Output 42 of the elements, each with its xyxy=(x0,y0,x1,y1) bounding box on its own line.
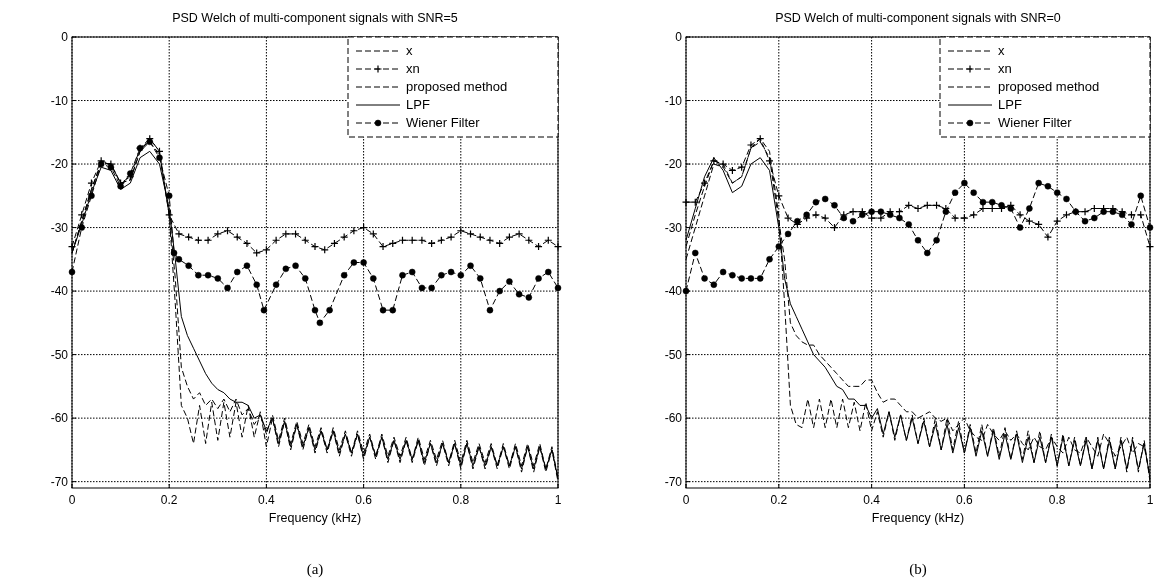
y-tick-label: -30 xyxy=(664,220,683,235)
chart-title: PSD Welch of multi-component signals with SNR=5 xyxy=(172,11,458,25)
chart-title: PSD Welch of multi-component signals with SNR=0 xyxy=(775,11,1061,25)
y-tick-label: 0 xyxy=(61,30,69,44)
y-tick-label: -70 xyxy=(50,474,69,489)
legend-label: x xyxy=(998,43,1005,58)
y-tick-label: -10 xyxy=(664,93,683,108)
x-axis-title: Frequency (kHz) xyxy=(268,511,362,525)
y-tick-label: -20 xyxy=(50,157,69,172)
legend-label: LPF xyxy=(406,97,430,112)
x-tick-label: 0.8 xyxy=(452,493,470,507)
y-tick-label: -40 xyxy=(664,284,683,299)
y-tick-label: -50 xyxy=(664,347,683,362)
x-tick-label: 1 xyxy=(554,493,562,507)
x-tick-label: 0.4 xyxy=(258,493,276,507)
legend-label: xn xyxy=(998,61,1012,76)
y-tick-label: -70 xyxy=(664,474,683,489)
y-tick-label: -40 xyxy=(50,284,69,299)
x-tick-label: 0.6 xyxy=(956,493,974,507)
text: (a) xyxy=(306,561,324,578)
y-tick-label: -50 xyxy=(50,347,69,362)
legend-label: xn xyxy=(406,61,420,76)
y-tick-label: -60 xyxy=(664,411,683,426)
legend-label: proposed method xyxy=(406,79,508,94)
y-tick-label: -30 xyxy=(50,220,69,235)
legend-label: LPF xyxy=(998,97,1022,112)
x-tick-label: 0.2 xyxy=(160,493,178,507)
x-tick-label: 0.4 xyxy=(863,493,881,507)
x-tick-label: 0.6 xyxy=(355,493,373,507)
x-tick-label: 0.8 xyxy=(1048,493,1066,507)
legend-label: proposed method xyxy=(998,79,1100,94)
x-tick-label: 0.2 xyxy=(770,493,788,507)
y-tick-label: 0 xyxy=(675,30,683,44)
legend-label: Wiener Filter xyxy=(406,115,481,130)
legend-label: x xyxy=(406,43,413,58)
y-tick-label: -10 xyxy=(50,93,69,108)
text: (b) xyxy=(909,561,927,578)
y-tick-label: -60 xyxy=(50,411,69,426)
legend-label: Wiener Filter xyxy=(998,115,1073,130)
y-tick-label: -20 xyxy=(664,157,683,172)
x-tick-label: 1 xyxy=(1146,493,1154,507)
x-axis-title: Frequency (kHz) xyxy=(871,511,965,525)
